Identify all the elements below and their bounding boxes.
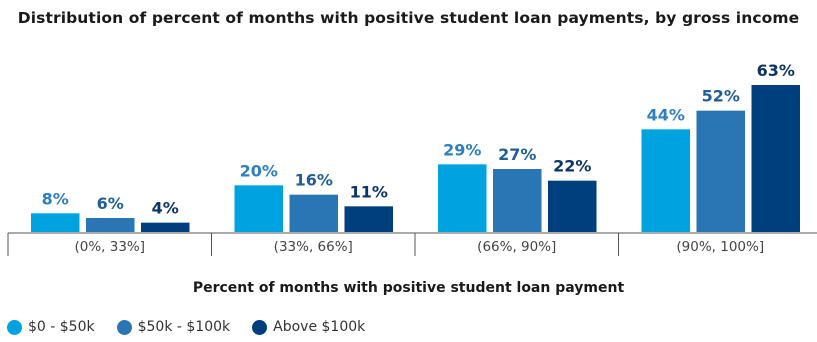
x-tick-label-0: (0%, 33%] — [74, 239, 145, 255]
bar-1-2 — [344, 206, 393, 232]
legend-swatch-1 — [116, 319, 132, 335]
bar-0-0 — [31, 213, 80, 232]
data-label-1-1: 16% — [295, 171, 333, 190]
bar-1-0 — [234, 185, 283, 232]
data-label-2-2: 22% — [553, 157, 591, 176]
legend-label-0: $0 - $50k — [28, 319, 95, 335]
data-label-3-1: 52% — [702, 87, 740, 106]
bar-1-1 — [289, 194, 338, 232]
data-label-1-2: 11% — [350, 182, 388, 201]
data-label-0-1: 6% — [97, 194, 124, 213]
chart-title: Distribution of percent of months with p… — [17, 9, 800, 27]
data-label-3-2: 63% — [757, 61, 795, 80]
data-label-0-0: 8% — [42, 189, 69, 208]
x-axis-label: Percent of months with positive student … — [192, 280, 625, 296]
legend-item-0: $0 - $50k — [7, 319, 95, 335]
bar-2-0 — [438, 164, 487, 232]
legend-swatch-0 — [7, 319, 22, 335]
data-label-1-0: 20% — [240, 161, 278, 180]
bar-3-2 — [751, 85, 800, 232]
bar-3-1 — [696, 110, 745, 232]
legend-item-2: Above $100k — [252, 319, 365, 335]
x-tick-label-3: (90%, 100%] — [676, 239, 764, 255]
data-label-0-2: 4% — [152, 199, 179, 218]
bar-0-1 — [86, 218, 135, 232]
data-label-3-0: 44% — [647, 105, 685, 124]
x-tick-label-2: (66%, 90%] — [477, 239, 556, 255]
legend-item-1: $50k - $100k — [116, 319, 231, 335]
bar-3-0 — [641, 129, 690, 232]
bar-0-2 — [141, 222, 190, 232]
legend-swatch-2 — [252, 319, 268, 335]
data-label-2-0: 29% — [443, 140, 481, 159]
data-label-2-1: 27% — [498, 145, 536, 164]
x-tick-label-1: (33%, 66%] — [274, 239, 353, 255]
legend-label-2: Above $100k — [273, 319, 366, 335]
bar-2-2 — [548, 180, 597, 232]
legend-label-1: $50k - $100k — [137, 319, 231, 335]
legend: $0 - $50k $50k - $100k Above $100k — [7, 319, 387, 335]
bar-2-1 — [493, 169, 542, 232]
